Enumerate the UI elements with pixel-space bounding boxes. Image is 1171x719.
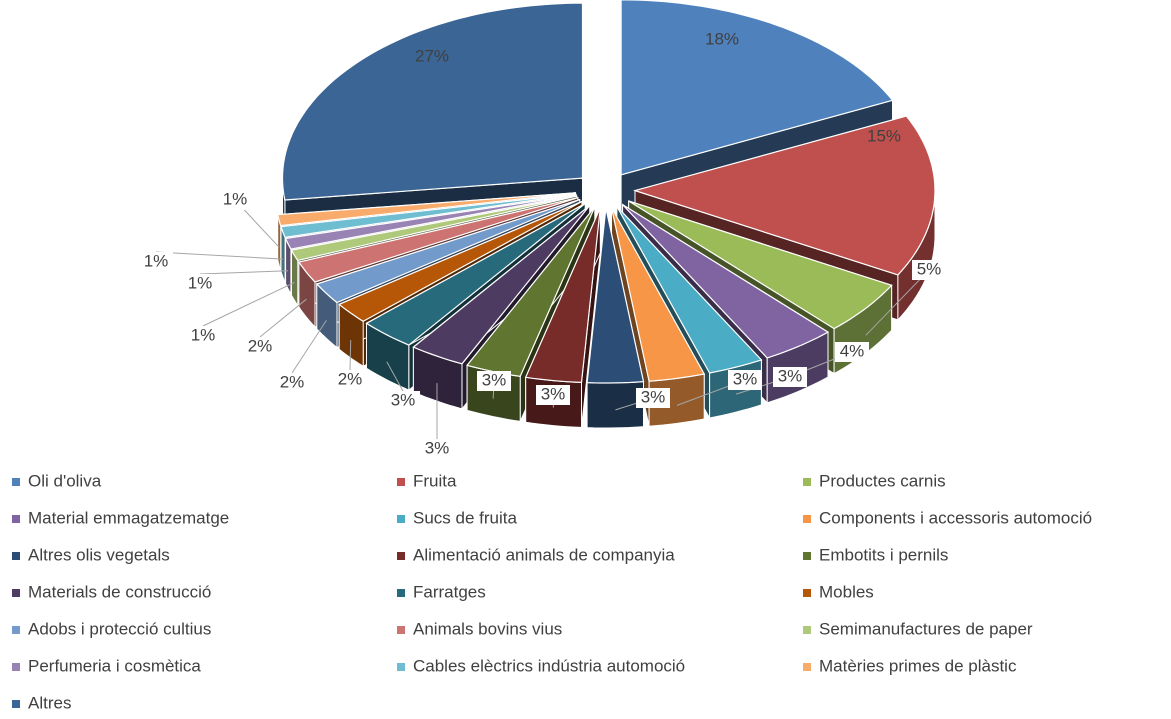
legend-marker xyxy=(803,663,811,671)
leader-line xyxy=(260,299,306,337)
legend-marker xyxy=(803,626,811,634)
legend-marker xyxy=(803,515,811,523)
leader-line xyxy=(350,340,351,370)
legend-label: Fruita xyxy=(413,471,457,490)
data-label: 2% xyxy=(280,372,305,391)
legend-marker xyxy=(803,552,811,560)
legend-marker xyxy=(397,589,405,597)
legend-marker xyxy=(397,552,405,560)
leader-line xyxy=(200,271,288,274)
legend-label: Animals bovins vius xyxy=(413,619,562,638)
legend-label: Matèries primes de plàstic xyxy=(819,656,1017,675)
legend-label: Cables elèctrics indústria automoció xyxy=(413,656,685,675)
slice-wall xyxy=(587,382,643,428)
legend-label: Oli d'oliva xyxy=(28,471,102,490)
data-label: 3% xyxy=(778,366,803,385)
data-label: 3% xyxy=(641,387,666,406)
legend-label: Productes carnis xyxy=(819,471,946,490)
data-label: 3% xyxy=(482,370,507,389)
legend-marker xyxy=(12,552,20,560)
legend-marker xyxy=(12,478,20,486)
legend-label: Alimentació animals de companyia xyxy=(413,545,675,564)
data-label: 2% xyxy=(248,336,273,355)
legend-label: Perfumeria i cosmètica xyxy=(28,656,201,675)
legend-marker xyxy=(803,589,811,597)
legend-label: Materials de construcció xyxy=(28,582,211,601)
legend-marker xyxy=(397,626,405,634)
data-label: 3% xyxy=(391,390,416,409)
legend-label: Farratges xyxy=(413,582,486,601)
legend-marker xyxy=(803,478,811,486)
data-label: 15% xyxy=(867,126,901,145)
data-label: 4% xyxy=(840,341,865,360)
data-label: 18% xyxy=(705,29,739,48)
data-label: 3% xyxy=(541,384,566,403)
legend-marker xyxy=(397,515,405,523)
data-label: 1% xyxy=(191,325,216,344)
data-label: 2% xyxy=(338,369,363,388)
data-label: 5% xyxy=(917,259,942,278)
legend-marker xyxy=(12,626,20,634)
legend-marker xyxy=(397,478,405,486)
legend-marker xyxy=(12,700,20,708)
legend-marker xyxy=(12,663,20,671)
data-label: 1% xyxy=(223,189,248,208)
data-label: 1% xyxy=(188,273,213,292)
legend-label: Mobles xyxy=(819,582,874,601)
legend-label: Material emmagatzematge xyxy=(28,508,229,527)
data-label: 3% xyxy=(425,438,450,457)
data-label: 1% xyxy=(144,251,169,270)
legend-marker xyxy=(397,663,405,671)
legend-label: Altres olis vegetals xyxy=(28,545,170,564)
leader-line xyxy=(292,320,326,373)
legend-marker xyxy=(12,589,20,597)
legend-label: Sucs de fruita xyxy=(413,508,517,527)
legend-label: Components i accessoris automoció xyxy=(819,508,1092,527)
legend-label: Adobs i protecció cultius xyxy=(28,619,211,638)
legend-label: Semimanufactures de paper xyxy=(819,619,1033,638)
leader-line xyxy=(156,252,283,259)
slice-top xyxy=(283,3,583,200)
legend-label: Altres xyxy=(28,693,71,712)
legend-marker xyxy=(12,515,20,523)
data-label: 3% xyxy=(733,369,758,388)
data-label: 27% xyxy=(415,46,449,65)
legend-label: Embotits i pernils xyxy=(819,545,948,564)
